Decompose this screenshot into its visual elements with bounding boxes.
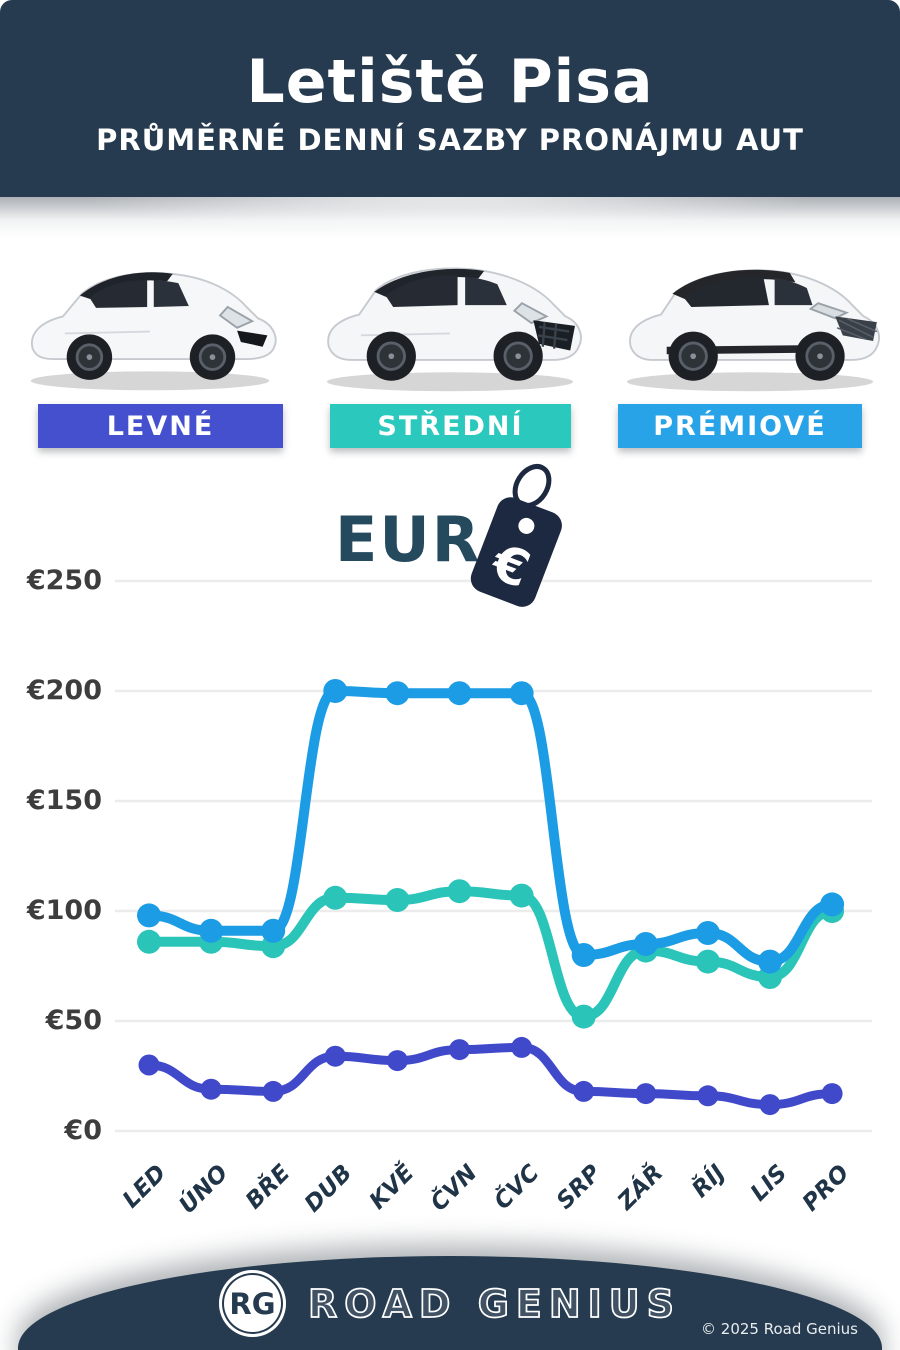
data-point-LEVNÉ: [821, 1083, 843, 1105]
copyright-text: © 2025 Road Genius: [701, 1320, 858, 1338]
y-tick-label: €200: [26, 675, 102, 706]
header: Letiště Pisa PRŮMĚRNÉ DENNÍ SAZBY PRONÁJ…: [0, 0, 900, 197]
data-point-LEVNÉ: [386, 1050, 408, 1072]
data-point-PRÉMIOVÉ: [820, 892, 845, 917]
data-point-STŘEDNÍ: [385, 888, 410, 912]
category-band-levne: LEVNÉ: [38, 404, 283, 448]
footer: RG ROAD GENIUS © 2025 Road Genius: [18, 1256, 882, 1350]
logo-initials: RG: [229, 1286, 276, 1321]
data-point-LEVNÉ: [449, 1039, 470, 1061]
y-tick-label: €0: [64, 1115, 102, 1146]
data-point-LEVNÉ: [511, 1036, 533, 1058]
data-point-PRÉMIOVÉ: [758, 949, 782, 974]
data-point-LEVNÉ: [138, 1054, 160, 1076]
category-band-stredni: STŘEDNÍ: [330, 404, 571, 448]
header-shadow: [0, 197, 900, 249]
brand-name: ROAD GENIUS: [307, 1281, 682, 1327]
category-band-premiove: PRÉMIOVÉ: [618, 404, 862, 448]
series-line-LEVNÉ: [144, 1042, 837, 1110]
data-point-PRÉMIOVÉ: [261, 918, 286, 943]
data-point-PRÉMIOVÉ: [137, 903, 161, 928]
data-point-LEVNÉ: [324, 1045, 346, 1067]
data-point-STŘEDNÍ: [571, 1004, 596, 1029]
data-point-PRÉMIOVÉ: [199, 918, 224, 943]
data-point-PRÉMIOVÉ: [695, 921, 720, 945]
category-label: LEVNÉ: [106, 410, 215, 442]
currency-label: EUR: [335, 503, 482, 576]
data-point-PRÉMIOVÉ: [633, 932, 658, 956]
series-line-PRÉMIOVÉ: [144, 686, 838, 967]
y-tick-label: €150: [26, 785, 102, 816]
cars-row: [0, 244, 900, 404]
category-label: PRÉMIOVÉ: [653, 410, 827, 442]
data-point-PRÉMIOVÉ: [385, 681, 410, 706]
data-point-PRÉMIOVÉ: [509, 681, 534, 706]
data-point-PRÉMIOVÉ: [323, 679, 348, 703]
y-tick-label: €250: [26, 565, 102, 596]
data-point-PRÉMIOVÉ: [571, 943, 596, 967]
data-point-STŘEDNÍ: [137, 929, 161, 954]
data-point-STŘEDNÍ: [447, 879, 472, 904]
data-point-LEVNÉ: [697, 1085, 719, 1107]
data-point-STŘEDNÍ: [323, 885, 348, 910]
data-point-LEVNÉ: [635, 1083, 657, 1105]
data-point-STŘEDNÍ: [695, 949, 720, 974]
premium-suv-car-icon: [600, 244, 900, 404]
data-point-LEVNÉ: [759, 1094, 781, 1116]
road-genius-logo-icon: RG: [218, 1270, 286, 1337]
data-point-PRÉMIOVÉ: [447, 681, 472, 706]
data-point-STŘEDNÍ: [509, 883, 534, 908]
page-subtitle: PRŮMĚRNÉ DENNÍ SAZBY PRONÁJMU AUT: [96, 122, 804, 157]
data-point-LEVNÉ: [573, 1080, 595, 1102]
footer-brand-row: RG ROAD GENIUS: [18, 1270, 882, 1337]
data-point-LEVNÉ: [200, 1078, 222, 1100]
economy-hatchback-car-icon: [0, 244, 300, 404]
y-tick-label: €100: [26, 895, 102, 926]
page-title: Letiště Pisa: [246, 46, 654, 117]
price-tag-icon: €: [446, 458, 576, 616]
y-tick-label: €50: [45, 1005, 102, 1036]
midsize-suv-car-icon: [300, 244, 600, 404]
category-label: STŘEDNÍ: [377, 410, 524, 442]
data-point-LEVNÉ: [262, 1080, 284, 1102]
